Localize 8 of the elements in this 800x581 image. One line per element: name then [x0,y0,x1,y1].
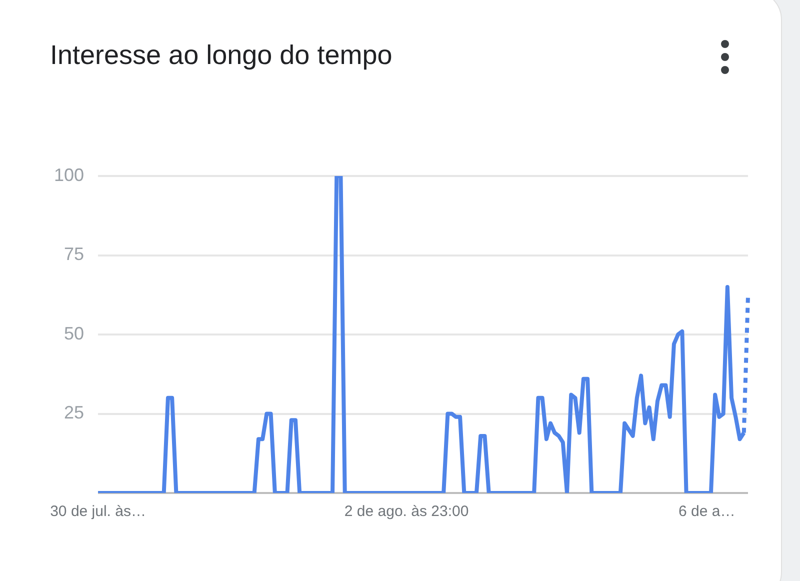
y-tick-label: 25 [64,402,84,423]
x-tick-label: 6 de a… [678,503,736,520]
y-tick-label: 50 [64,323,84,344]
x-tick-label: 30 de jul. às… [50,503,146,520]
y-tick-label: 100 [54,164,84,185]
chart-title: Interesse ao longo do tempo [50,40,392,71]
y-tick-label: 75 [64,244,84,264]
x-tick-label: 2 de ago. às 23:00 [344,503,469,520]
